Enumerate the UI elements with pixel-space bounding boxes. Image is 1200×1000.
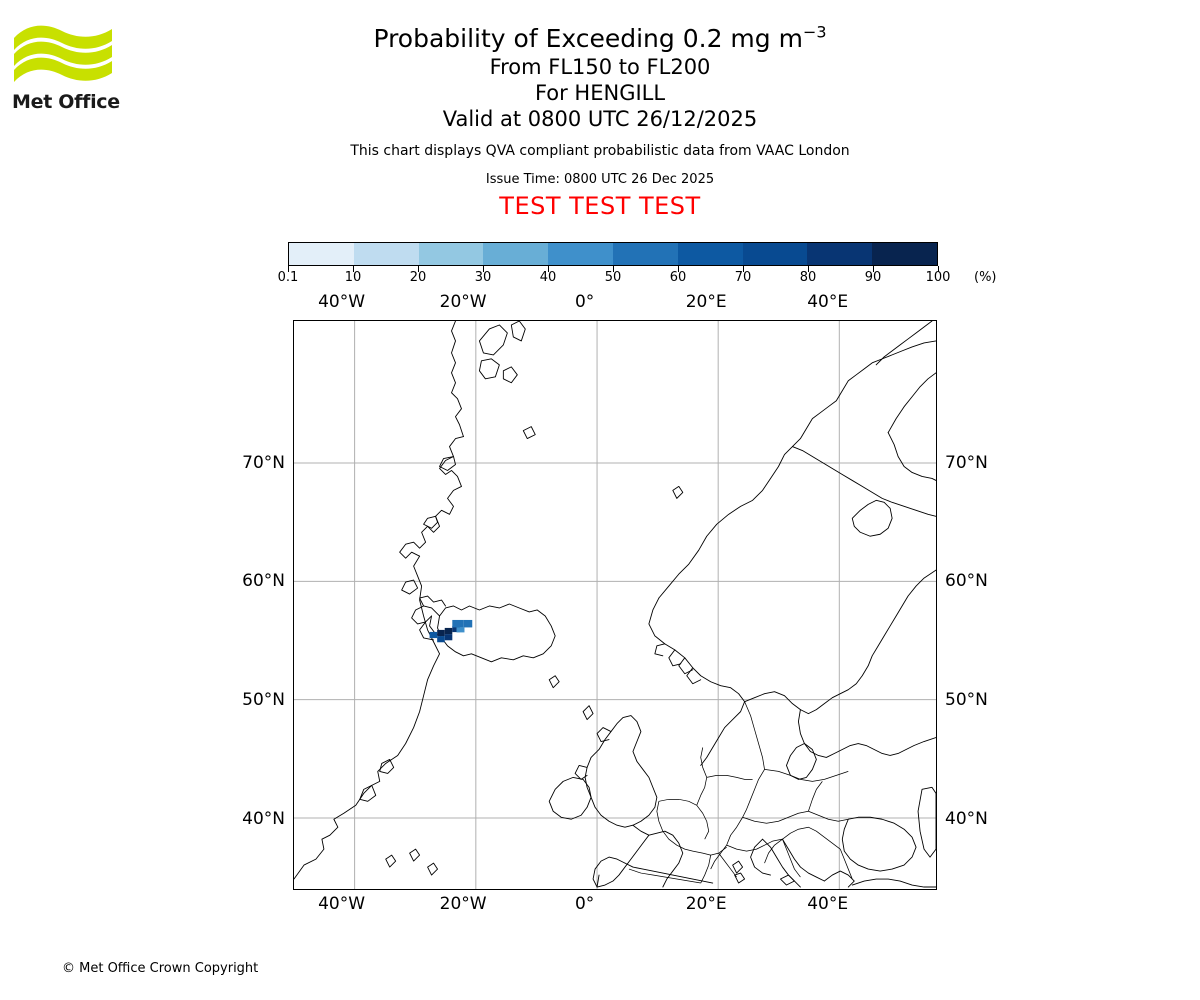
colorbar-tick-label-60: 60 [669, 270, 687, 285]
colorbar-band-4 [548, 243, 613, 265]
lat-label-right-60°N: 60°N [945, 571, 988, 592]
colorbar-band-2 [418, 243, 484, 265]
lat-label-left-70°N: 70°N [242, 452, 285, 473]
lon-label-bottom-40°E: 40°E [807, 894, 849, 914]
colorbar-tick-label-100: 100 [925, 270, 951, 285]
lon-label-top-40°W: 40°W [318, 292, 366, 312]
colorbar-band-0 [289, 243, 354, 265]
colorbar-band-5 [612, 243, 678, 265]
test-banner: TEST TEST TEST [499, 192, 701, 220]
colorbar-tick-label-40: 40 [539, 270, 557, 285]
colorbar-bands [288, 242, 938, 266]
colorbar-tick-label-50: 50 [604, 270, 622, 285]
lon-label-bottom-0°: 0° [574, 894, 595, 914]
lon-label-bottom-20°E: 20°E [685, 894, 727, 914]
colorbar-tick-60 [678, 266, 679, 272]
colorbar-tick-label-70: 70 [734, 270, 752, 285]
colorbar-tick-100 [938, 266, 939, 272]
copyright-notice: © Met Office Crown Copyright [62, 961, 259, 976]
lon-label-top-20°W: 20°W [439, 292, 487, 312]
lon-label-top-20°E: 20°E [685, 292, 727, 312]
colorbar-tick-label-0.1: 0.1 [277, 270, 299, 285]
title-text: Probability of Exceeding 0.2 mg m [373, 24, 803, 53]
title-superscript: −3 [802, 22, 827, 42]
colorbar-unit-label: (%) [974, 270, 997, 285]
lon-label-top-40°E: 40°E [807, 292, 849, 312]
logo-wordmark: Met Office [12, 91, 120, 113]
colorbar-tick-20 [418, 266, 419, 272]
issue-time-text: Issue Time: 0800 UTC 26 Dec 2025 [485, 172, 715, 187]
colorbar-tick-90 [873, 266, 874, 272]
colorbar-band-3 [483, 243, 549, 265]
colorbar-band-7 [742, 243, 808, 265]
colorbar-tick-label-20: 20 [409, 270, 427, 285]
title-block: Probability of Exceeding 0.2 mg m−3 From… [0, 24, 1200, 220]
colorbar-tick-label-10: 10 [344, 270, 362, 285]
lon-label-bottom-40°W: 40°W [318, 894, 366, 914]
colorbar-tick-label-80: 80 [799, 270, 817, 285]
colorbar-tick-80 [808, 266, 809, 272]
colorbar-band-9 [872, 243, 937, 265]
lon-label-top-0°: 0° [574, 292, 595, 312]
lat-label-right-70°N: 70°N [945, 452, 988, 473]
met-office-wave-icon [14, 25, 112, 82]
colorbar-tick-50 [613, 266, 614, 272]
lat-label-right-50°N: 50°N [945, 690, 988, 710]
country-borders [628, 701, 853, 884]
map-panel[interactable] [293, 320, 937, 890]
flight-level-line: From FL150 to FL200 [489, 55, 711, 79]
page-title: Probability of Exceeding 0.2 mg m−3 [0, 24, 1200, 54]
map-svg [294, 321, 936, 889]
colorbar-tick-0.1 [288, 266, 289, 272]
map-gridlines [294, 321, 936, 889]
lat-label-right-40°N: 40°N [945, 808, 988, 829]
ash-plume [429, 619, 473, 643]
colorbar-band-8 [807, 243, 873, 265]
source-name-line: For HENGILL [534, 81, 666, 105]
lon-label-bottom-20°W: 20°W [439, 894, 487, 914]
disclaimer-text: This chart displays QVA compliant probab… [350, 143, 850, 159]
colorbar-band-1 [353, 243, 419, 265]
met-office-logo: Met Office [12, 24, 122, 112]
colorbar-tick-40 [548, 266, 549, 272]
colorbar-tick-label-90: 90 [864, 270, 882, 285]
lat-label-left-50°N: 50°N [242, 690, 285, 710]
colorbar-band-6 [677, 243, 743, 265]
colorbar-tick-10 [353, 266, 354, 272]
colorbar-tick-30 [483, 266, 484, 272]
probability-colorbar [288, 242, 938, 266]
valid-time-line: Valid at 0800 UTC 26/12/2025 [442, 107, 758, 131]
colorbar-tick-label-30: 30 [474, 270, 492, 285]
colorbar-tick-70 [743, 266, 744, 272]
lat-label-left-60°N: 60°N [242, 571, 285, 592]
lat-label-left-40°N: 40°N [242, 808, 285, 829]
